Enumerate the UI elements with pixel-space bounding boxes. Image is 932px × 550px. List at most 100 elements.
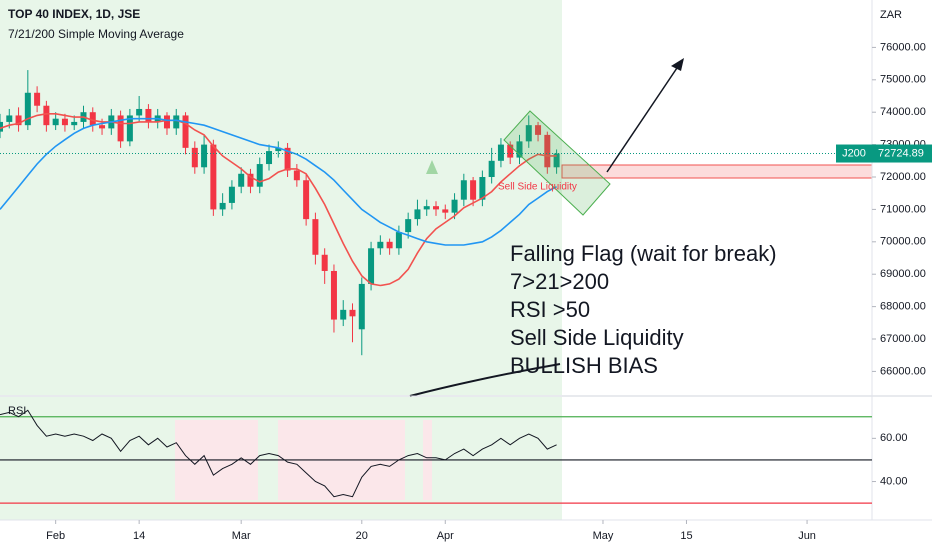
candle-body [525, 125, 532, 142]
candle-body [52, 118, 59, 126]
candle-body [442, 209, 449, 213]
breakout-arrow [606, 61, 682, 173]
candle-body [479, 177, 486, 200]
candle-body [43, 105, 50, 126]
y-tick-label: 69000.00 [880, 268, 926, 280]
y-tick-label: 71000.00 [880, 203, 926, 215]
candle-body [191, 147, 198, 168]
candle-body [349, 309, 356, 317]
rsi-line [0, 409, 557, 498]
candle-body [219, 202, 226, 210]
y-tick-label: 68000.00 [880, 301, 926, 313]
candle-body [321, 254, 328, 271]
x-tick-label: May [593, 530, 614, 542]
price-box [872, 144, 932, 163]
currency: ZAR [880, 9, 902, 21]
trend-curve [409, 363, 561, 397]
candle-body [61, 118, 68, 126]
candle-body [544, 134, 551, 168]
note: RSI >50 [510, 297, 590, 322]
last-price-label: 72724.89 [878, 147, 924, 159]
x-tick-label: Mar [232, 530, 251, 542]
x-tick-label: 15 [680, 530, 692, 542]
rsi-tick-label: 60.00 [880, 432, 908, 444]
candle-body [163, 115, 170, 129]
candle-body [507, 144, 514, 158]
candle-body [89, 112, 96, 126]
candle-body [451, 199, 458, 213]
candle-body [247, 173, 254, 187]
x-tick-label: Jun [798, 530, 816, 542]
ticker-box [836, 144, 872, 163]
x-tick-label: 20 [356, 530, 368, 542]
ticker-label: J200 [842, 147, 866, 159]
notes: Falling Flag (wait for break) 7>21>200 R… [510, 241, 777, 378]
y-tick-label: 72000.00 [880, 171, 926, 183]
falling-flag [503, 110, 611, 216]
candle-body [433, 206, 439, 210]
candle-body [182, 115, 189, 148]
candle-body [497, 144, 504, 161]
candle-body [535, 125, 542, 135]
candle-body [395, 232, 402, 249]
candle-body [312, 219, 319, 255]
note: Sell Side Liquidity [510, 325, 684, 350]
signal-triangle [426, 160, 438, 174]
candle-body [368, 248, 375, 284]
candle-body [136, 108, 143, 116]
note: 7>21>200 [510, 269, 609, 294]
moving-average [0, 113, 557, 287]
liquidity-zone [561, 164, 873, 179]
candle-body [173, 115, 180, 129]
note: BULLISH BIAS [510, 353, 658, 378]
y-tick-label: 76000.00 [880, 41, 926, 53]
candle-body [488, 160, 495, 178]
x-tick-label: Apr [437, 530, 454, 542]
candle-body [210, 144, 217, 210]
candle-body [24, 92, 31, 126]
candle-body [126, 115, 133, 142]
candle-body [256, 164, 263, 187]
candle-body [340, 309, 347, 320]
candle-body [460, 180, 467, 200]
arrow-head [671, 58, 684, 71]
rsi-tick-label: 40.00 [880, 475, 908, 487]
candle-body [71, 121, 78, 126]
candle-body [303, 180, 310, 220]
candle-body [386, 241, 393, 249]
candle-body [423, 206, 430, 210]
zone-label: Sell Side Liquidity [498, 182, 577, 193]
rsi-label: RSI [8, 405, 26, 417]
candle-body [238, 173, 245, 187]
candle-body [0, 121, 3, 132]
candle-body [553, 153, 560, 168]
candle-body [293, 170, 300, 181]
y-tick-label: 66000.00 [880, 365, 926, 377]
candle-body [330, 270, 337, 320]
candle-body [470, 180, 477, 200]
candle-body [284, 147, 291, 171]
candle-body [117, 115, 124, 142]
moving-average [0, 117, 557, 246]
candle-body [34, 92, 41, 106]
candle-body [266, 151, 273, 165]
candle-body [228, 186, 235, 203]
bullish-highlight [0, 0, 562, 395]
candle-body [145, 108, 152, 122]
y-tick-label: 74000.00 [880, 106, 926, 118]
plot-area [0, 70, 560, 356]
candle-body [405, 219, 412, 233]
y-tick-label: 75000.00 [880, 74, 926, 86]
candle-body [201, 144, 208, 168]
chart-title: TOP 40 INDEX, 1D, JSE [8, 7, 140, 21]
candle-body [414, 209, 421, 220]
note: Falling Flag (wait for break) [510, 241, 777, 266]
y-tick-label: 67000.00 [880, 333, 926, 345]
x-tick-label: 14 [133, 530, 145, 542]
x-tick-label: Feb [46, 530, 65, 542]
candle-body [377, 241, 384, 249]
candle-body [99, 125, 106, 129]
candle-body [516, 141, 523, 158]
y-tick-label: 70000.00 [880, 236, 926, 248]
